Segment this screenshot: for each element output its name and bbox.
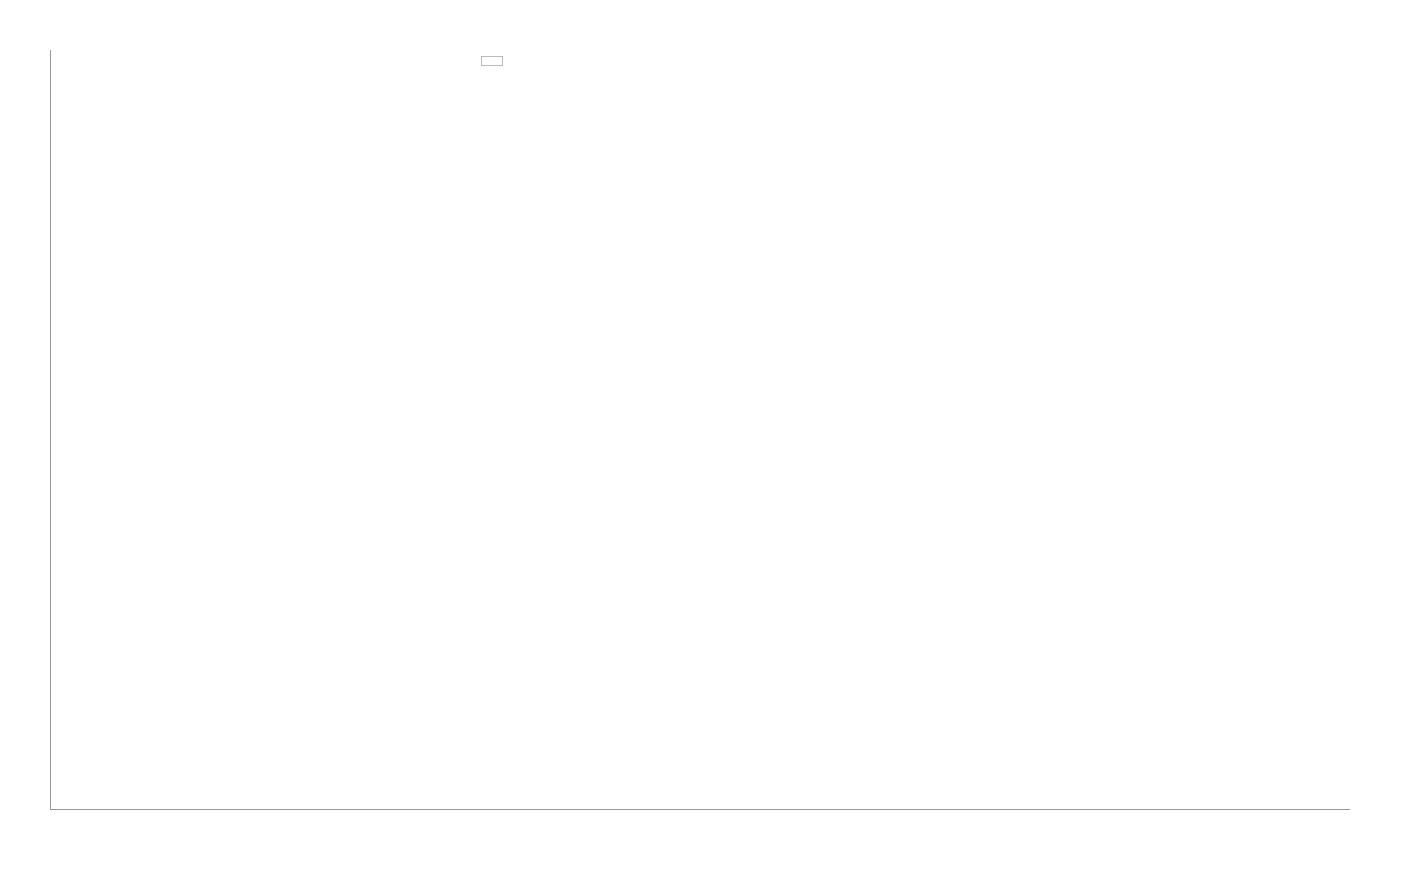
trend-lines [51,50,1350,809]
stats-legend [481,56,503,66]
scatter-chart [50,50,1350,810]
